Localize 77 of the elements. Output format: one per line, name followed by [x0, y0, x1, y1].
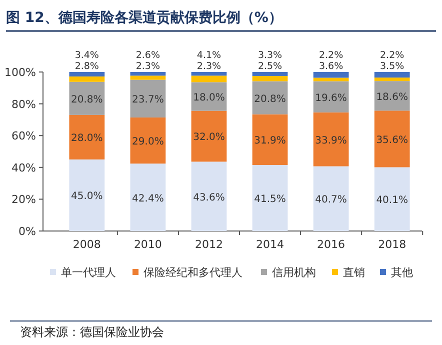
data-label: 18.6%	[376, 92, 408, 103]
bar	[313, 81, 349, 112]
bar	[69, 76, 105, 82]
data-label: 18.0%	[193, 92, 225, 104]
bar	[313, 72, 349, 78]
data-label: 3.5%	[380, 61, 404, 72]
data-label: 3.6%	[318, 61, 344, 72]
y-tick-label: 40%	[12, 161, 36, 174]
x-tick-label: 2018	[378, 238, 406, 251]
data-label: 20.8%	[254, 94, 286, 105]
legend-label: 单一代理人	[61, 266, 116, 279]
chart-title: 图 12、德国寿险各渠道贡献保费比例（%）	[6, 9, 282, 26]
bar	[191, 76, 227, 82]
data-label: 28.0%	[71, 133, 103, 144]
bar	[313, 112, 349, 166]
data-label: 4.1%	[196, 50, 222, 61]
bar	[130, 164, 166, 231]
y-tick-label: 0%	[18, 225, 36, 238]
data-label: 2.5%	[258, 61, 282, 72]
data-label: 2.2%	[380, 50, 404, 61]
bar	[374, 78, 410, 82]
data-label: 32.0%	[193, 132, 225, 144]
data-label: 3.4%	[74, 50, 99, 61]
legend-label: 保险经纪和多代理人	[144, 266, 242, 279]
data-label: 2.3%	[196, 61, 222, 72]
data-label: 40.1%	[376, 195, 408, 206]
bar	[374, 72, 410, 78]
x-tick-label: 2008	[72, 238, 101, 251]
bar	[374, 110, 410, 168]
x-tick-label: 2012	[194, 238, 223, 251]
bar	[252, 165, 288, 231]
data-label: 42.4%	[132, 193, 164, 204]
x-tick-label: 2010	[134, 238, 162, 251]
data-label: 31.9%	[254, 136, 286, 147]
bar	[191, 110, 227, 162]
bar	[252, 81, 288, 114]
bar	[191, 162, 227, 231]
bar	[130, 80, 166, 118]
data-label: 2.2%	[318, 50, 344, 61]
data-label: 35.6%	[376, 134, 408, 146]
legend-label: 直销	[343, 266, 365, 279]
bar	[252, 114, 288, 166]
data-label: 2.3%	[136, 61, 160, 72]
bar	[313, 166, 349, 231]
data-label: 19.6%	[315, 92, 347, 104]
bar	[69, 159, 105, 231]
data-label: 40.7%	[315, 194, 347, 206]
bar	[313, 78, 349, 82]
y-tick-label: 20%	[12, 193, 36, 206]
data-label: 2.8%	[74, 61, 99, 72]
x-tick-label: 2014	[256, 238, 284, 251]
data-label: 23.7%	[132, 94, 164, 106]
data-label: 45.0%	[71, 191, 103, 202]
data-label: 33.9%	[315, 135, 347, 146]
bar	[191, 72, 227, 76]
x-tick-label: 2016	[317, 238, 346, 251]
data-label: 3.3%	[258, 50, 282, 61]
bar	[374, 167, 410, 231]
legend-label: 其他	[391, 266, 413, 279]
y-tick-label: 60%	[12, 130, 36, 143]
bar	[130, 72, 166, 76]
legend-label: 信用机构	[272, 266, 316, 279]
bar	[130, 117, 166, 164]
data-label: 2.6%	[136, 50, 160, 61]
bar	[252, 76, 288, 82]
data-label: 29.0%	[132, 136, 164, 148]
data-label: 43.6%	[193, 192, 225, 204]
text: 资料来源：德国保险业协会	[20, 325, 164, 339]
y-tick-label: 80%	[12, 98, 36, 111]
bar	[69, 114, 105, 160]
data-label: 41.5%	[254, 194, 286, 206]
bar	[69, 82, 105, 115]
bar	[252, 72, 288, 76]
data-label: 20.8%	[71, 94, 103, 106]
bar	[69, 72, 105, 76]
bar	[130, 76, 166, 80]
y-tick-label: 100%	[4, 66, 36, 79]
